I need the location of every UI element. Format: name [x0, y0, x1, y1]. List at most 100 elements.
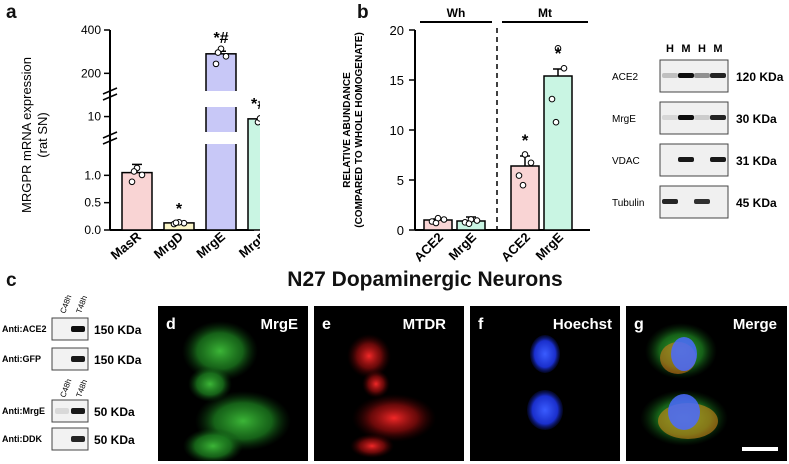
chart-a-annotation: *# [213, 30, 228, 47]
blot-b-band [678, 115, 694, 120]
micrograph-d-label: MrgE [260, 316, 299, 333]
panel-a-letter: a [6, 2, 17, 23]
blot-b-band [710, 115, 726, 120]
chart-a-bar [121, 171, 153, 231]
blot-c-kda-label: 150 KDa [94, 323, 142, 337]
chart-b-category-label: ACE2 [411, 230, 446, 265]
blot-c-row-label: Anti:DDK [2, 434, 42, 444]
micrograph-e: e MTDR [314, 306, 464, 461]
chart-b-tick-label: 0 [397, 223, 404, 238]
chart-b-point [440, 216, 448, 223]
chart-a-category-label: MrgD [151, 229, 186, 262]
chart-a-category-label: MrgF [236, 229, 260, 261]
chart-b-group-wh: Wh [447, 6, 466, 20]
blot-c-band [71, 436, 85, 442]
blot-b-band [678, 73, 694, 78]
blot-c-box [51, 347, 89, 371]
blot-b-band [694, 115, 710, 120]
blot-b-col-label: H [698, 43, 706, 55]
chart-a-break-band [195, 132, 247, 144]
chart-a-tick-label: 400 [81, 23, 101, 37]
blot-b-row-label: MrgE [612, 114, 636, 125]
chart-b-tick-label: 5 [397, 173, 404, 188]
chart-a-category-label: MasR [108, 228, 145, 262]
blot-b-kda-label: 45 KDa [736, 196, 777, 210]
blot-c-box [51, 427, 89, 451]
micrograph-f-image [527, 335, 563, 430]
chart-b-point [473, 217, 481, 224]
scale-bar [742, 447, 778, 451]
chart-b-annotation: * [522, 131, 529, 150]
chart-a-point [212, 60, 220, 68]
chart-a-break-mark [102, 87, 118, 95]
chart-b-point [519, 181, 527, 189]
micrograph-g-image [640, 323, 778, 451]
chart-a-break-mark [102, 131, 118, 139]
micrograph-e-letter: e [322, 316, 331, 333]
chart-b-annotation: * [555, 44, 562, 63]
main-title: N27 Dopaminergic Neurons [287, 268, 563, 291]
chart-b-point [465, 220, 473, 227]
chart-b-point [554, 44, 562, 52]
blot-b: H M H M ACE2 120 KDa MrgE 30 KDa VDAC 31 KDa Tubul… [608, 40, 788, 230]
blot-b-band [694, 199, 710, 204]
chart-b-ylabel-line1: RELATIVE ABUNDANCE [342, 72, 353, 188]
chart-a-tick-label: 1.0 [84, 168, 101, 182]
chart-b-category-label: MrgE [533, 229, 567, 263]
chart-b-point [432, 219, 440, 227]
chart-b-ylabel-line2: (COMPARED TO WHOLE HOMOGENATE) [354, 32, 365, 228]
blot-c-row-label: Anti:MrgE [2, 406, 45, 416]
blot-b-band [710, 157, 726, 162]
chart-b-point [521, 151, 529, 158]
chart-a-ylabel-line2: (rat SN) [35, 112, 50, 158]
blot-c-band [71, 356, 85, 362]
blot-c-kda-label: 50 KDa [94, 433, 135, 447]
blot-c-col-label: T48h [74, 294, 89, 314]
chart-a-tick-label: 200 [81, 66, 101, 80]
chart-a-annotation: * [176, 201, 183, 218]
chart-a-break-band [195, 91, 247, 107]
blot-c-col-label: T48h [74, 378, 89, 398]
chart-a-point [130, 168, 138, 175]
micrograph-d-image [182, 321, 291, 461]
chart-a-break-mark [102, 93, 118, 101]
blot-c-band [71, 326, 85, 332]
chart-a-point [256, 115, 260, 122]
panel-c-letter: c [6, 270, 17, 291]
micrograph-g: g Merge [626, 306, 787, 461]
blot-c-kda-label: 50 KDa [94, 405, 135, 419]
micrograph-e-image [347, 334, 436, 458]
blot-c-row-label: Anti:GFP [2, 354, 41, 364]
chart-a-point [128, 178, 136, 186]
blot-b-band [662, 199, 678, 204]
blot-c-band [55, 408, 69, 414]
chart-a-category-label: MrgE [193, 229, 228, 262]
blot-c-box [51, 399, 89, 423]
chart-b-point [560, 65, 568, 72]
blot-c-band [71, 408, 85, 414]
chart-b-category-label: ACE2 [498, 230, 533, 265]
chart-a-annotation: *#$ [251, 96, 260, 113]
chart-b-tick-label: 15 [390, 73, 404, 88]
chart-b-bar [510, 165, 540, 231]
micrograph-e-label: MTDR [402, 316, 446, 333]
panel-b-letter: b [357, 2, 369, 23]
blot-b-row-label: VDAC [612, 156, 640, 167]
chart-a-ylabel-line1: MRGPR mRNA expression [19, 57, 34, 213]
chart-a: MRGPR mRNA expression (rat SN) [19, 57, 50, 213]
blot-b-kda-label: 120 KDa [736, 70, 784, 84]
chart-b-bar [543, 75, 573, 231]
micrograph-f: f Hoechst [470, 306, 620, 461]
blot-b-band [662, 73, 678, 78]
blot-c-col-label: C48h [58, 378, 73, 399]
blot-b-band [694, 73, 710, 78]
micrograph-d: d MrgE [158, 306, 308, 461]
chart-b-tick-label: 20 [390, 23, 404, 38]
chart-b-group-mt: Mt [538, 6, 552, 20]
chart-b-tick-label: 10 [390, 123, 404, 138]
chart-a-tick-label: 0.5 [84, 196, 101, 210]
chart-a-break-mark [102, 137, 118, 145]
chart-b-point [515, 172, 523, 179]
chart-b: RELATIVE ABUNDANCE (COMPARED TO WHOLE HO… [342, 6, 590, 265]
